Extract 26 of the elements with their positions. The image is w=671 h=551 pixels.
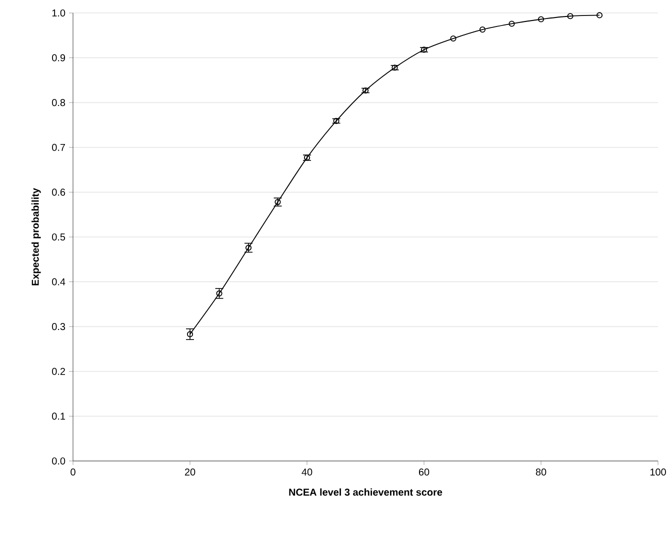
y-tick-label: 0.8 [52, 99, 66, 106]
x-tick-label: 100 [650, 468, 666, 476]
point [567, 13, 574, 20]
y-tick-label: 0.5 [52, 233, 66, 241]
y-tick-label: 1.0 [52, 9, 66, 17]
y-tick-label: 0.9 [52, 54, 66, 62]
y-axis-title: Expected probability [32, 188, 41, 286]
y-tick-label: 0.1 [52, 412, 66, 420]
y-tick-label: 0.3 [52, 323, 66, 330]
point [216, 290, 222, 296]
point [245, 244, 252, 251]
y-tick-label: 0.4 [52, 278, 66, 286]
x-tick-label: 60 [418, 468, 430, 476]
y-tick-label: 0.6 [52, 188, 66, 196]
x-tick-label: 0 [70, 468, 76, 476]
point [450, 35, 456, 42]
point [508, 20, 515, 27]
point [479, 26, 486, 33]
x-tick-label: 20 [184, 468, 196, 476]
point [538, 16, 544, 22]
x-tick-label: 80 [536, 468, 546, 476]
y-tick-label: 0.2 [52, 368, 65, 375]
x-tick-label: 40 [302, 468, 312, 476]
y-tick-label: 0.7 [52, 144, 65, 151]
y-tick-label: 0.0 [52, 457, 66, 465]
x-axis-title: NCEA level 3 achievement score [289, 488, 442, 496]
